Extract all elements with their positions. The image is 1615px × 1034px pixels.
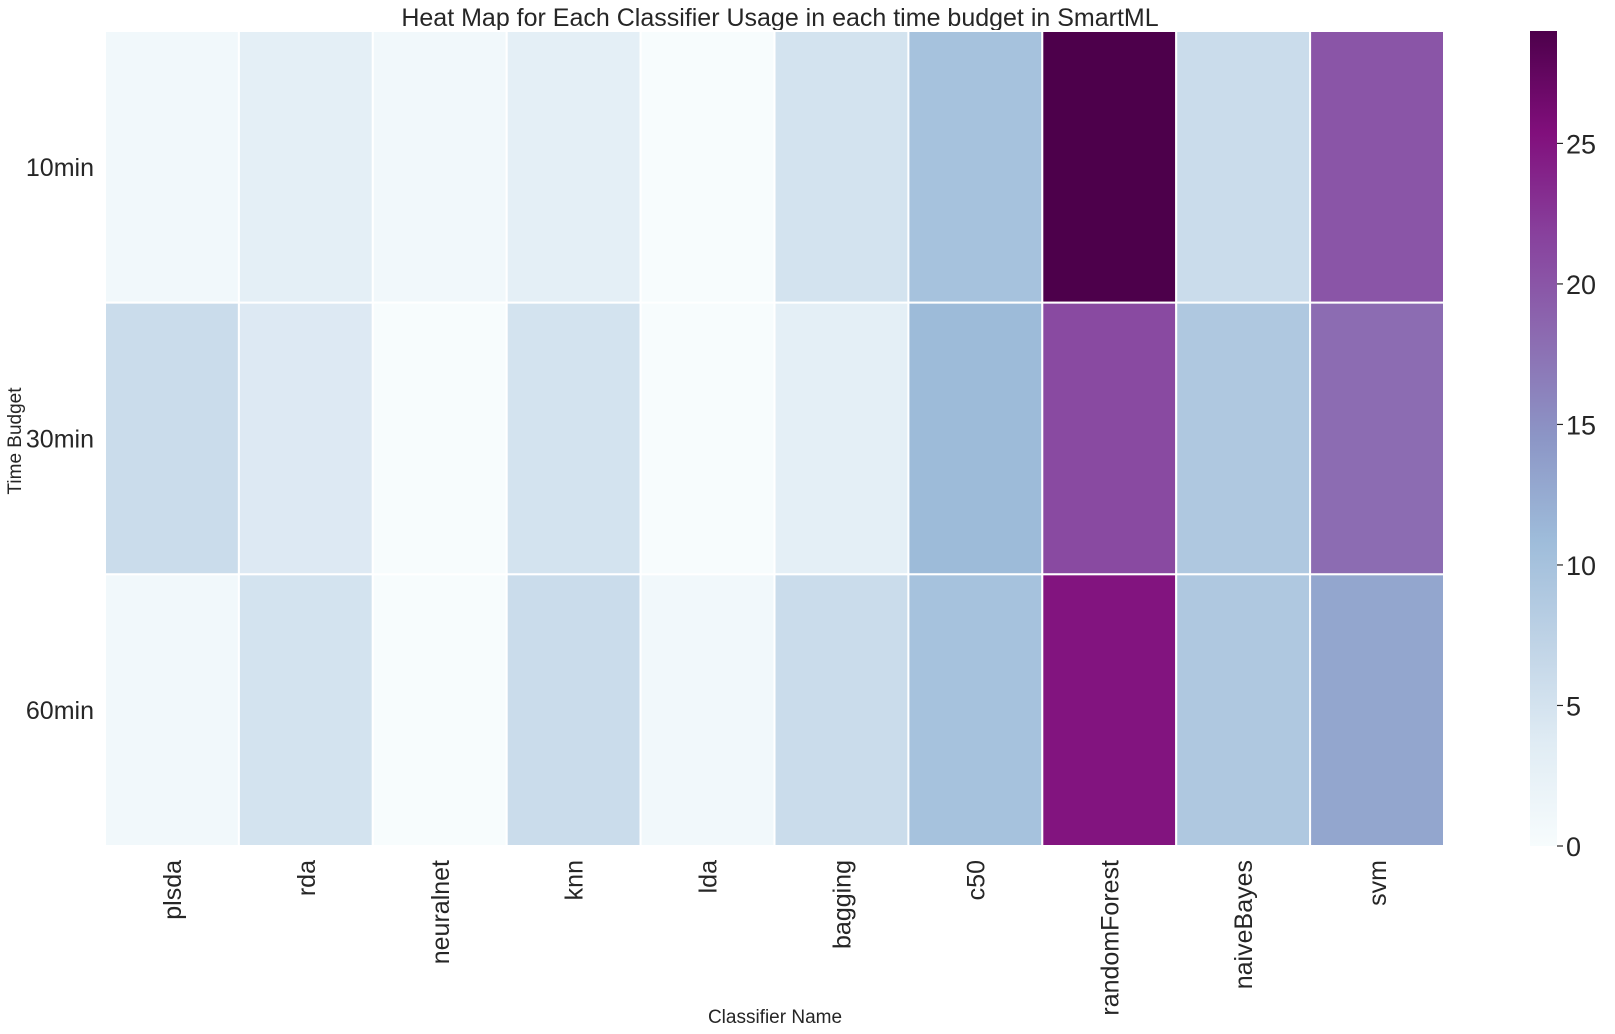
x-tick-label: bagging: [828, 860, 856, 949]
y-axis-label: Time Budget: [5, 387, 26, 495]
x-tick-label: naiveBayes: [1230, 860, 1258, 989]
colorbar-tick-label: 25: [1566, 129, 1596, 159]
heatmap-cell: [505, 301, 642, 576]
x-tick-label: randomForest: [1096, 860, 1124, 1016]
heatmap-cell: [907, 301, 1044, 576]
heatmap-cell: [237, 30, 374, 304]
heatmap-cell: [104, 30, 240, 304]
colorbar-tick-label: 15: [1566, 410, 1596, 440]
heatmap-cell: [505, 30, 642, 304]
heatmap-cell: [1309, 30, 1445, 304]
heatmap-cell: [1041, 573, 1178, 847]
heatmap-cell: [1175, 573, 1312, 847]
chart-title: Heat Map for Each Classifier Usage in ea…: [401, 4, 1158, 32]
heatmap-cells: [104, 30, 1445, 847]
heatmap-cell: [1041, 301, 1178, 576]
x-tick-label: svm: [1364, 860, 1392, 906]
heatmap-cell: [907, 573, 1044, 847]
x-tick-label: neuralnet: [427, 860, 455, 964]
y-tick-labels: 10min 30min 60min: [26, 154, 94, 725]
heatmap-cell: [505, 573, 642, 847]
x-tick-label: plsda: [159, 860, 187, 920]
heatmap-cell: [371, 301, 508, 576]
colorbar-ticks: 0 5 10 15 20 25: [1557, 129, 1596, 862]
x-tick-labels: plsda rda neuralnet knn lda bagging c50 randomF…: [159, 860, 1392, 1016]
heatmap-cell: [773, 30, 910, 304]
heatmap-cell: [237, 301, 374, 576]
x-tick-label: lda: [695, 860, 723, 893]
x-tick-label: rda: [293, 860, 321, 896]
y-tick-label: 30min: [26, 426, 94, 454]
heatmap-cell: [907, 30, 1044, 304]
heatmap-cell: [371, 573, 508, 847]
colorbar-tick-label: 0: [1566, 832, 1581, 862]
heatmap-cell: [104, 301, 240, 576]
x-tick-label: c50: [962, 860, 990, 900]
heatmap-cell: [1309, 573, 1445, 847]
heatmap-cell: [639, 573, 776, 847]
colorbar: [1530, 31, 1557, 846]
heatmap-cell: [1041, 30, 1178, 304]
heatmap-cell: [1175, 301, 1312, 576]
x-tick-label: knn: [561, 860, 589, 900]
heatmap-cell: [773, 301, 910, 576]
y-tick-label: 10min: [26, 154, 94, 182]
heatmap-cell: [773, 573, 910, 847]
y-tick-label: 60min: [26, 697, 94, 725]
heatmap-cell: [371, 30, 508, 304]
colorbar-tick-label: 10: [1566, 551, 1596, 581]
heatmap-cell: [1175, 30, 1312, 304]
colorbar-tick-label: 5: [1566, 691, 1581, 721]
heatmap-cell: [104, 573, 240, 847]
x-axis-label: Classifier Name: [708, 1007, 842, 1028]
colorbar-tick-label: 20: [1566, 270, 1596, 300]
heatmap-cell: [639, 30, 776, 304]
heatmap-cell: [639, 301, 776, 576]
heatmap-cell: [237, 573, 374, 847]
heatmap-cell: [1309, 301, 1445, 576]
